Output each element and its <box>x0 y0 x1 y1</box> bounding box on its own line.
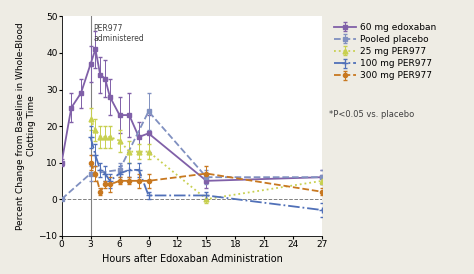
Text: *P<0.05 vs. placebo: *P<0.05 vs. placebo <box>329 110 415 119</box>
Legend: 60 mg edoxaban, Pooled placebo, 25 mg PER977, 100 mg PER977, 300 mg PER977: 60 mg edoxaban, Pooled placebo, 25 mg PE… <box>332 21 438 82</box>
Y-axis label: Percent Change from Baseline in Whole-Blood
Clotting Time: Percent Change from Baseline in Whole-Bl… <box>16 22 36 230</box>
Text: PER977
administered: PER977 administered <box>93 24 144 43</box>
X-axis label: Hours after Edoxaban Administration: Hours after Edoxaban Administration <box>101 254 283 264</box>
